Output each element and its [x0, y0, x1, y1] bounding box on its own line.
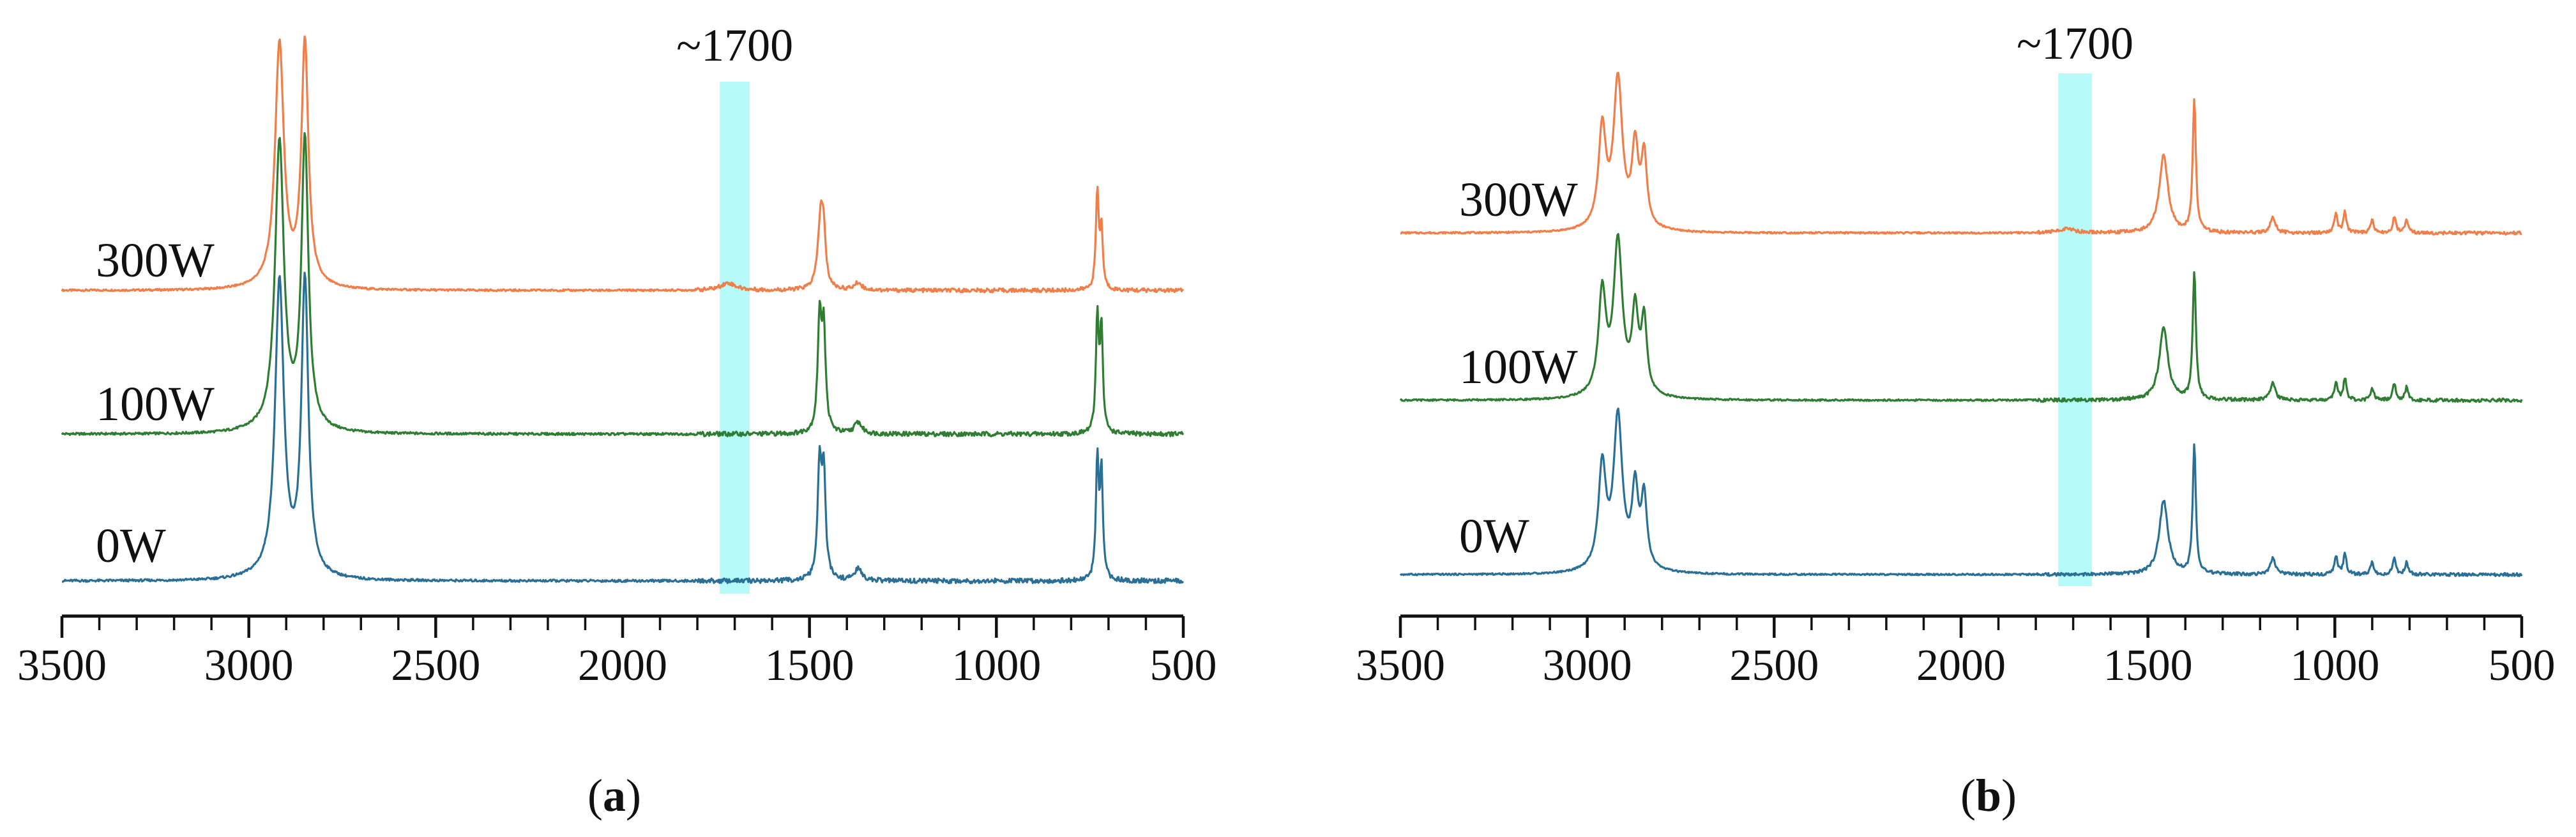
caption-letter: b	[1975, 770, 2002, 821]
series-label-300W: 300W	[1459, 173, 1578, 227]
series-line-0W	[61, 271, 1185, 584]
series-label-300W: 300W	[96, 234, 215, 287]
series-label-0W: 0W	[96, 519, 166, 573]
tick-label-1000: 1000	[951, 641, 1041, 690]
series-line-100W	[1399, 233, 2523, 403]
highlight-band	[720, 82, 750, 594]
tick-label-2500: 2500	[1729, 641, 1819, 690]
tick-label-3500: 3500	[17, 641, 107, 690]
tick-label-1000: 1000	[2290, 641, 2379, 690]
series-label-100W: 100W	[96, 377, 215, 431]
annotation-label: ~1700	[676, 20, 793, 71]
series-line-300W	[61, 35, 1185, 294]
tick-label-2500: 2500	[391, 641, 480, 690]
tick-label-3000: 3000	[1543, 641, 1632, 690]
highlight-band	[2058, 73, 2092, 586]
tick-label-2000: 2000	[578, 641, 667, 690]
tick-label-500: 500	[1150, 641, 1217, 690]
tick-label-2000: 2000	[1916, 641, 2006, 690]
annotation-label: ~1700	[2017, 18, 2133, 69]
spectrum-chart-b: ~1700 300W 100W 0W 3500 3000 2500 2000 1500 1000 5…	[1356, 18, 2556, 690]
panel-a: ~1700 300W 100W 0W 3500 3000 2500 2000 1500 1000 5…	[17, 20, 1217, 690]
series-line-100W	[61, 132, 1185, 437]
caption-letter: a	[603, 770, 626, 821]
caption-b: (b)	[1960, 770, 2017, 821]
series-label-100W: 100W	[1459, 340, 1578, 394]
series-line-300W	[1400, 72, 2522, 236]
tick-label-3000: 3000	[204, 641, 294, 690]
series-line-0W	[1399, 407, 2523, 577]
tick-label-1500: 1500	[2103, 641, 2193, 690]
tick-label-3500: 3500	[1356, 641, 1445, 690]
tick-label-1500: 1500	[765, 641, 854, 690]
series-label-0W: 0W	[1459, 509, 1529, 563]
tick-label-500: 500	[2489, 641, 2556, 690]
panel-b: ~1700 300W 100W 0W 3500 3000 2500 2000 1500 1000 5…	[1288, 0, 2576, 837]
caption-a: (a)	[587, 770, 641, 821]
spectrum-chart-a: ~1700 300W 100W 0W 3500 3000 2500 2000 1500 1000 5…	[17, 20, 1217, 690]
